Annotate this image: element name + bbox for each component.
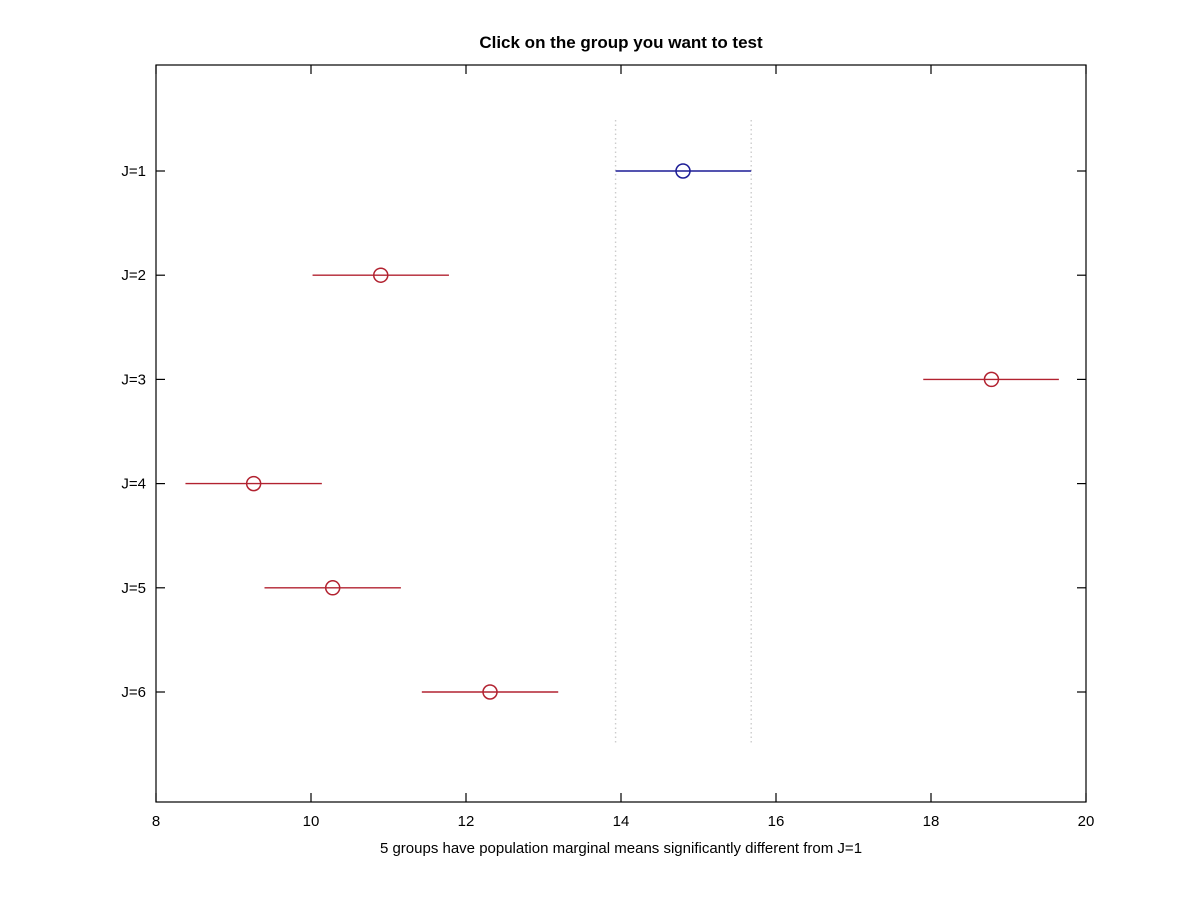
y-tick-label-J=6: J=6 bbox=[121, 684, 146, 701]
axes-box bbox=[155, 64, 1087, 803]
y-tick-label-J=5: J=5 bbox=[121, 580, 146, 597]
x-tick-label: 8 bbox=[152, 813, 160, 830]
plot-title: Click on the group you want to test bbox=[479, 33, 763, 52]
group-J=4-mean-marker[interactable] bbox=[245, 475, 262, 492]
x-tick-label: 18 bbox=[923, 813, 940, 830]
x-tick-label: 20 bbox=[1078, 813, 1095, 830]
x-axis-label: 5 groups have population marginal means … bbox=[379, 840, 863, 857]
y-tick-label-J=1: J=1 bbox=[121, 163, 146, 180]
y-tick-label-J=4: J=4 bbox=[121, 476, 146, 493]
x-tick-label: 12 bbox=[458, 813, 475, 830]
group-J=5-mean-marker[interactable] bbox=[324, 580, 341, 596]
x-tick-label: 16 bbox=[768, 813, 785, 830]
y-tick-label-J=3: J=3 bbox=[121, 371, 146, 388]
group-J=1-mean-marker[interactable] bbox=[675, 163, 691, 179]
y-tick-label-J=2: J=2 bbox=[121, 267, 146, 284]
group-J=2-mean-marker[interactable] bbox=[373, 267, 389, 283]
x-tick-label: 10 bbox=[303, 813, 320, 830]
group-J=6-mean-marker[interactable] bbox=[482, 684, 498, 700]
group-J=3-mean-marker[interactable] bbox=[983, 371, 1000, 388]
x-tick-label: 14 bbox=[613, 813, 630, 830]
